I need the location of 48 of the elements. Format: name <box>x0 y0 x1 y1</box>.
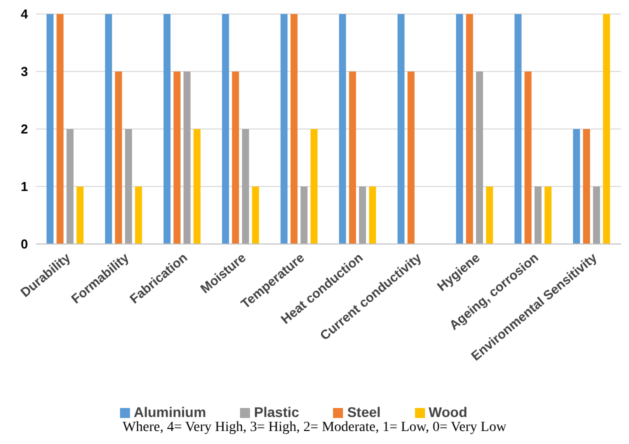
bar <box>300 186 308 244</box>
bar <box>359 186 366 244</box>
bar <box>486 186 494 244</box>
bar <box>115 72 122 244</box>
text: Where, 4= Very High, 3= High, 2= Moderate, 1= Low, 0= Very Low <box>122 420 508 436</box>
bar <box>222 14 230 244</box>
bar <box>593 186 600 244</box>
bar <box>573 129 580 244</box>
bar <box>349 72 356 244</box>
bar <box>310 129 318 244</box>
y-tick-label: 3 <box>20 64 28 80</box>
bar <box>583 129 590 244</box>
bar <box>105 14 112 244</box>
bar <box>369 186 376 244</box>
bar <box>242 129 250 244</box>
bar <box>194 129 201 244</box>
legend-label: Plastic <box>254 404 300 420</box>
bar <box>184 72 191 244</box>
legend-label: Aluminium <box>134 404 206 420</box>
legend-label: Steel <box>347 404 381 420</box>
bar <box>466 14 474 244</box>
y-tick-label: 1 <box>20 179 28 194</box>
bar <box>280 14 288 244</box>
bar <box>544 186 552 244</box>
bar <box>56 14 64 244</box>
bar <box>476 72 484 244</box>
bar <box>534 186 542 244</box>
bar <box>76 186 84 244</box>
bar <box>514 14 522 244</box>
bar <box>164 14 171 244</box>
bar <box>603 14 610 244</box>
bar <box>290 14 298 244</box>
bar <box>174 72 181 244</box>
bar <box>46 14 54 244</box>
bar <box>408 72 415 244</box>
bar <box>339 14 346 244</box>
bar <box>252 186 260 244</box>
y-tick-label: 2 <box>20 122 28 137</box>
bar <box>135 186 142 244</box>
bar <box>456 14 464 244</box>
y-tick-label: 4 <box>20 6 29 22</box>
bar <box>66 129 74 244</box>
bar <box>232 72 240 244</box>
bar <box>524 72 532 244</box>
legend-label: Wood <box>428 404 468 420</box>
bar <box>125 129 132 244</box>
y-tick-label: 0 <box>20 236 28 252</box>
bar <box>398 14 405 244</box>
